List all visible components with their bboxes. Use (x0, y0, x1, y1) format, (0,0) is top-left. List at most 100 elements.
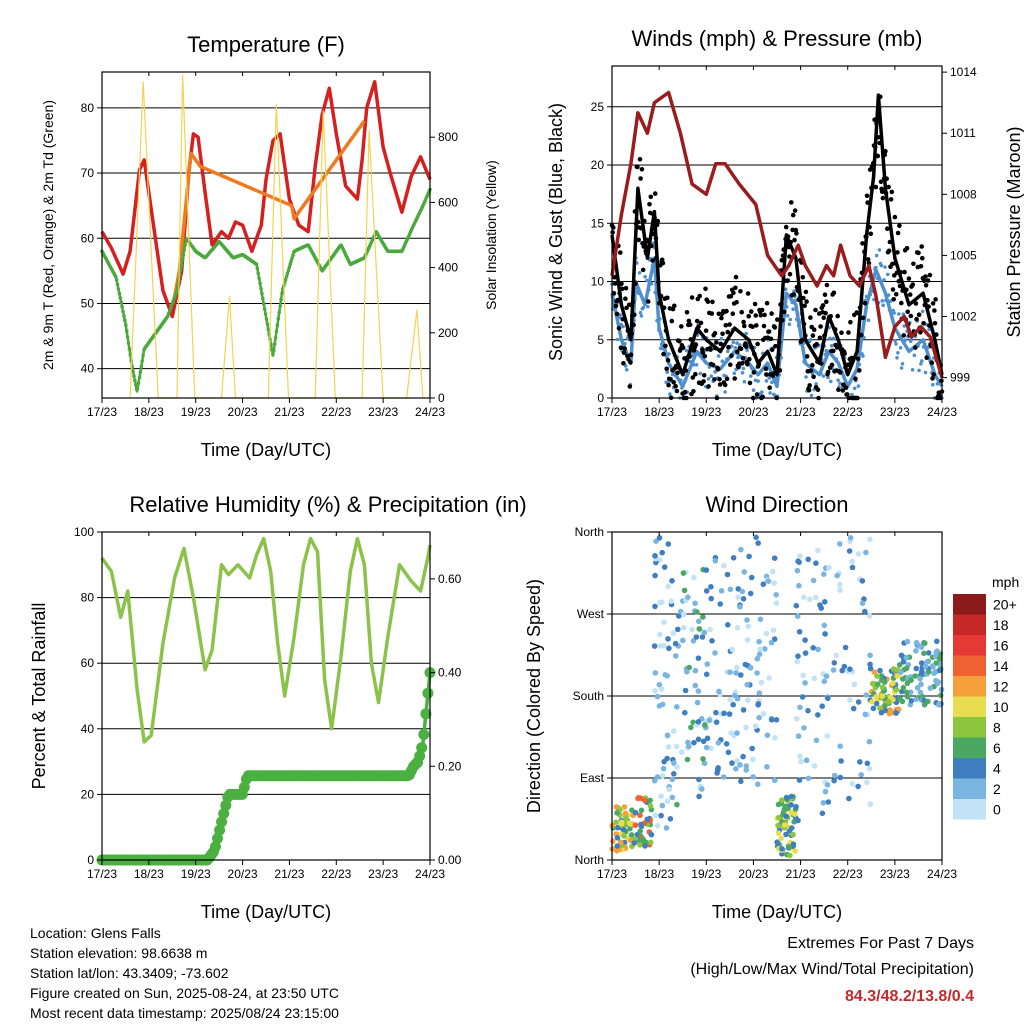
series-point (818, 371, 823, 376)
direction-point (823, 673, 830, 679)
series-point (877, 140, 882, 146)
ytick-label: 100 (74, 525, 94, 539)
series-point (769, 311, 774, 316)
series-point (825, 350, 829, 355)
panel-2: 0 5 10 15 20 25 999 1002 1005 1008 1011 1014 17/23 18… (546, 26, 1024, 460)
series-point (182, 248, 186, 252)
direction-point (735, 594, 741, 600)
series-point (766, 329, 772, 334)
direction-point (752, 723, 759, 729)
series-point (893, 339, 897, 343)
series-point (898, 270, 903, 275)
series-point (682, 389, 688, 395)
series-point (913, 345, 918, 350)
series-point (924, 355, 929, 361)
series-point (420, 708, 432, 720)
direction-point (703, 671, 710, 678)
direction-point (834, 572, 840, 579)
direction-point (618, 819, 625, 825)
direction-point (756, 690, 763, 696)
direction-point (729, 646, 736, 653)
series-point (284, 274, 289, 279)
series-point (818, 361, 824, 366)
direction-point (837, 581, 843, 588)
series-point (831, 348, 836, 354)
series-point (727, 322, 732, 327)
direction-point (825, 695, 831, 702)
ytick-label: North (575, 525, 604, 539)
series-point (768, 336, 774, 342)
series-point (724, 376, 730, 382)
series-point (803, 289, 809, 295)
direction-point (801, 594, 807, 600)
series-point (736, 365, 741, 370)
direction-point (658, 812, 664, 819)
direction-point (745, 623, 752, 630)
direction-point (869, 699, 875, 705)
series-point (131, 369, 135, 374)
series-point (137, 375, 142, 380)
direction-point (615, 824, 621, 831)
series-point (817, 335, 823, 341)
direction-point (764, 732, 771, 738)
series-point (693, 342, 699, 348)
xtick-label: 17/23 (597, 867, 627, 881)
direction-point (792, 848, 798, 854)
info-elevation: Station elevation: 98.6638 m (30, 945, 208, 961)
series-point (828, 336, 832, 341)
ytick-label: 80 (81, 101, 95, 115)
direction-point (651, 777, 658, 784)
series-point (114, 278, 119, 282)
series-point (914, 316, 919, 322)
direction-point (873, 694, 880, 700)
direction-point (667, 816, 674, 822)
series-point (768, 391, 772, 395)
direction-point (815, 646, 821, 653)
series-point (891, 297, 896, 302)
direction-point (755, 781, 761, 787)
series-point (893, 261, 898, 266)
series-point (698, 371, 702, 376)
series-point (625, 328, 631, 334)
series-point (650, 258, 655, 263)
series-point (729, 353, 734, 359)
series-point (855, 365, 860, 370)
direction-point (666, 786, 673, 793)
series-point (720, 331, 725, 337)
series-point (649, 227, 655, 232)
series-point (628, 360, 633, 365)
series-point (141, 353, 145, 358)
direction-point (658, 793, 664, 800)
series-point (735, 341, 739, 345)
series-point (732, 371, 737, 376)
direction-point (922, 640, 928, 646)
direction-point (696, 793, 702, 800)
speed-legend: mph 20+ 18 16 14 12 10 8 6 4 2 0 (953, 574, 1019, 820)
direction-point (837, 541, 843, 547)
legend-label: 20+ (993, 596, 1017, 612)
series-point (702, 353, 708, 359)
series-point (744, 331, 748, 336)
direction-point (855, 699, 862, 705)
series-point (632, 209, 638, 214)
direction-point (768, 639, 775, 646)
series-point (667, 352, 671, 356)
ytick-label: 40 (81, 362, 95, 376)
series-point (637, 157, 643, 162)
series-point (741, 366, 746, 371)
series-point (665, 358, 671, 363)
series-point (700, 350, 706, 355)
xtick-label: 17/23 (87, 405, 117, 419)
direction-point (903, 689, 910, 696)
series-point (694, 363, 699, 367)
series-point (275, 323, 280, 327)
series-point (650, 264, 655, 268)
x-axis-label: Time (Day/UTC) (201, 440, 331, 460)
direction-point (730, 701, 736, 708)
legend-label: 10 (993, 699, 1009, 715)
series-point (882, 152, 888, 158)
series-point (911, 261, 916, 267)
direction-point (694, 609, 700, 615)
direction-point (695, 736, 702, 743)
series-point (723, 390, 727, 394)
